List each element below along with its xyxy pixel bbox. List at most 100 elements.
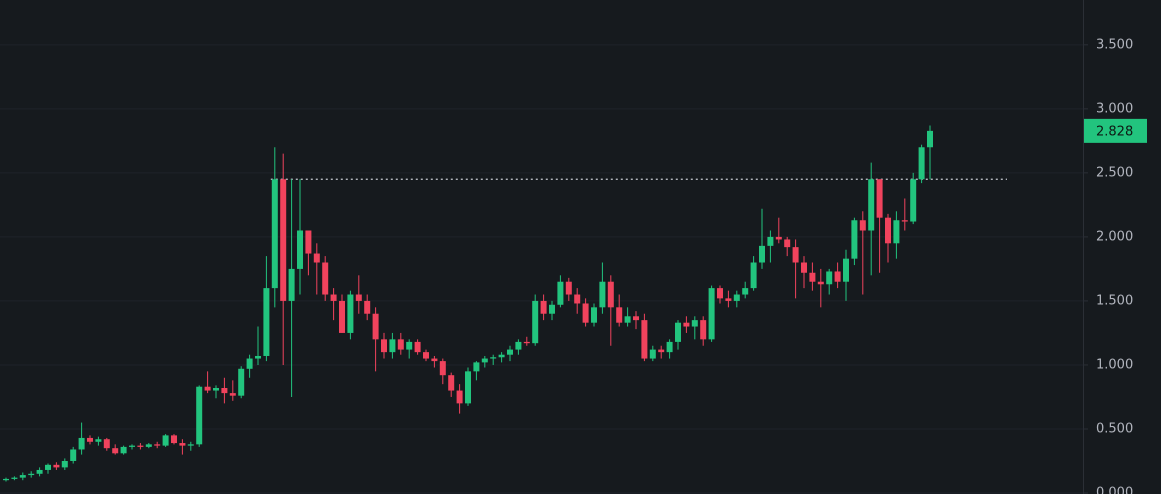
candle-body: [456, 390, 463, 404]
last-price-label: 2.828: [1096, 124, 1133, 139]
candle-body: [717, 288, 723, 299]
candle-body: [658, 349, 665, 353]
candle-body: [733, 294, 740, 301]
candle-body: [406, 341, 413, 350]
candle-body: [414, 341, 421, 353]
candle-body: [313, 253, 320, 263]
candle-body: [826, 271, 833, 285]
candle-body: [817, 281, 824, 285]
candle-body: [725, 298, 732, 301]
candle-body: [910, 179, 917, 222]
candle-body: [229, 393, 236, 396]
candle-body: [364, 300, 371, 314]
candle-body: [540, 300, 547, 314]
candle-body: [355, 294, 362, 301]
candle-body: [616, 307, 623, 323]
candle-body: [36, 469, 43, 474]
candle-body: [145, 444, 152, 447]
candle-body: [565, 281, 572, 295]
candle-body: [834, 271, 841, 282]
candle-body: [901, 220, 908, 222]
candle-body: [691, 320, 698, 327]
candle-body: [87, 437, 93, 442]
candle-body: [297, 230, 303, 269]
candle-body: [465, 371, 471, 404]
candle-body: [574, 294, 581, 304]
candle-body: [330, 294, 337, 301]
candle-body: [11, 477, 18, 479]
candle-body: [801, 262, 807, 273]
candle-body: [876, 179, 883, 218]
candle-body: [112, 448, 119, 454]
candle-body: [649, 349, 656, 359]
candle-body: [582, 303, 589, 323]
candle-body: [599, 281, 606, 308]
candle-body: [549, 304, 555, 314]
candle-body: [507, 349, 513, 355]
candle-body: [187, 444, 194, 446]
candle-body: [339, 300, 345, 333]
candle-body: [750, 262, 757, 289]
candle-body: [372, 313, 379, 340]
last-price-badge: [1084, 118, 1147, 143]
candle-body: [448, 375, 455, 391]
candle-body: [154, 444, 161, 446]
candle-body: [431, 358, 438, 362]
candle-body: [666, 341, 673, 353]
candle-body: [700, 320, 707, 340]
candle-body: [171, 435, 177, 444]
candle-body: [120, 446, 127, 454]
candle-body: [843, 258, 849, 282]
candle-body: [61, 460, 68, 468]
candle-body: [305, 230, 312, 254]
candle-body: [885, 217, 891, 244]
candle-body: [137, 445, 144, 447]
candle-body: [767, 236, 774, 246]
y-tick-label: 0.000: [1096, 486, 1133, 494]
candle-body: [95, 439, 102, 442]
y-tick-label: 2.500: [1096, 165, 1133, 180]
candle-body: [129, 445, 135, 447]
candle-body: [868, 179, 875, 231]
y-tick-label: 3.000: [1096, 101, 1133, 116]
candle-body: [19, 475, 26, 478]
candle-body: [423, 352, 429, 359]
candle-body: [322, 262, 329, 295]
candle-body: [784, 239, 791, 248]
y-tick-label: 0.500: [1096, 421, 1133, 436]
candle-body: [624, 316, 631, 323]
candle-body: [439, 361, 446, 376]
y-tick-label: 2.000: [1096, 229, 1133, 244]
candle-body: [675, 322, 681, 342]
candle-body: [204, 386, 211, 391]
candle-body: [389, 339, 396, 353]
candle-body: [162, 435, 169, 446]
candle-body: [792, 247, 799, 263]
candle-body: [280, 179, 287, 301]
y-tick-label: 3.500: [1096, 37, 1133, 52]
candle-body: [809, 272, 816, 282]
candle-body: [397, 339, 404, 350]
candle-body: [70, 449, 77, 461]
candle-body: [381, 339, 387, 353]
candle-body: [28, 473, 35, 476]
candle-body: [221, 387, 228, 394]
candle-body: [481, 358, 488, 363]
candle-body: [238, 368, 245, 396]
candle-body: [918, 147, 925, 180]
candle-body: [196, 386, 203, 445]
candle-body: [490, 357, 497, 359]
candle-body: [742, 288, 749, 295]
candle-body: [515, 341, 522, 350]
y-tick-label: 1.000: [1096, 357, 1133, 372]
candle-body: [246, 358, 253, 369]
candle-body: [851, 220, 858, 259]
candle-body: [45, 464, 51, 470]
candle-body: [641, 320, 648, 359]
candle-body: [775, 236, 782, 240]
candle-body: [271, 179, 278, 289]
candle-body: [683, 322, 690, 327]
candle-body: [255, 355, 261, 359]
